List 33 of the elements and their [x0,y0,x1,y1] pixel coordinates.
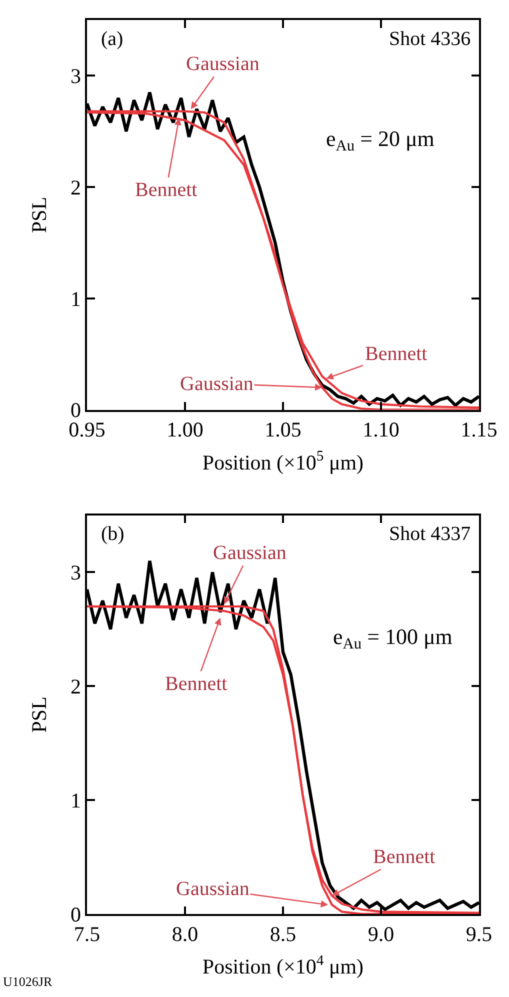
annotation: Bennett [373,846,436,868]
annotation: e$_{Au}$ = 20 μm [326,126,434,155]
y-tick-label: 1 [70,788,82,812]
y-tick-label: 3 [70,560,82,585]
annotation: Gaussian [180,373,254,395]
annotation: Bennett [165,673,228,695]
y-tick-label: 2 [70,175,82,200]
x-tick-label: 9.5 [466,922,492,946]
annotation: (a) [101,28,124,50]
x-axis-title: Position (×10$^{5}$ μm) [202,448,364,474]
x-tick-label: 1.10 [362,418,400,442]
y-axis-title: PSL [27,696,52,733]
annotation: Shot 4337 [389,523,471,545]
x-tick-label: 1.15 [460,418,498,442]
x-axis-title: Position (×10$^{4}$ μm) [202,952,364,979]
annotation: Gaussian [186,53,260,75]
annotation: Shot 4336 [389,28,471,50]
annotation: Bennett [365,343,428,365]
y-tick-label: 2 [70,674,82,699]
annotation: Gaussian [176,878,250,900]
y-tick-label: 1 [70,286,82,311]
x-tick-label: 1.00 [166,418,204,442]
x-tick-label: 8.5 [270,922,296,946]
y-tick-label: 3 [70,64,82,88]
annotation: Bennett [135,179,198,201]
x-tick-label: 1.05 [264,418,302,442]
annotation: e$_{Au}$ = 100 μm [333,624,452,653]
x-tick-label: 9.0 [368,922,394,946]
x-tick-label: 8.0 [172,922,198,946]
annotation: (b) [101,523,124,545]
annotation: Gaussian [213,542,286,564]
text: U1026JR [3,974,52,989]
y-axis-title: PSL [27,196,52,233]
